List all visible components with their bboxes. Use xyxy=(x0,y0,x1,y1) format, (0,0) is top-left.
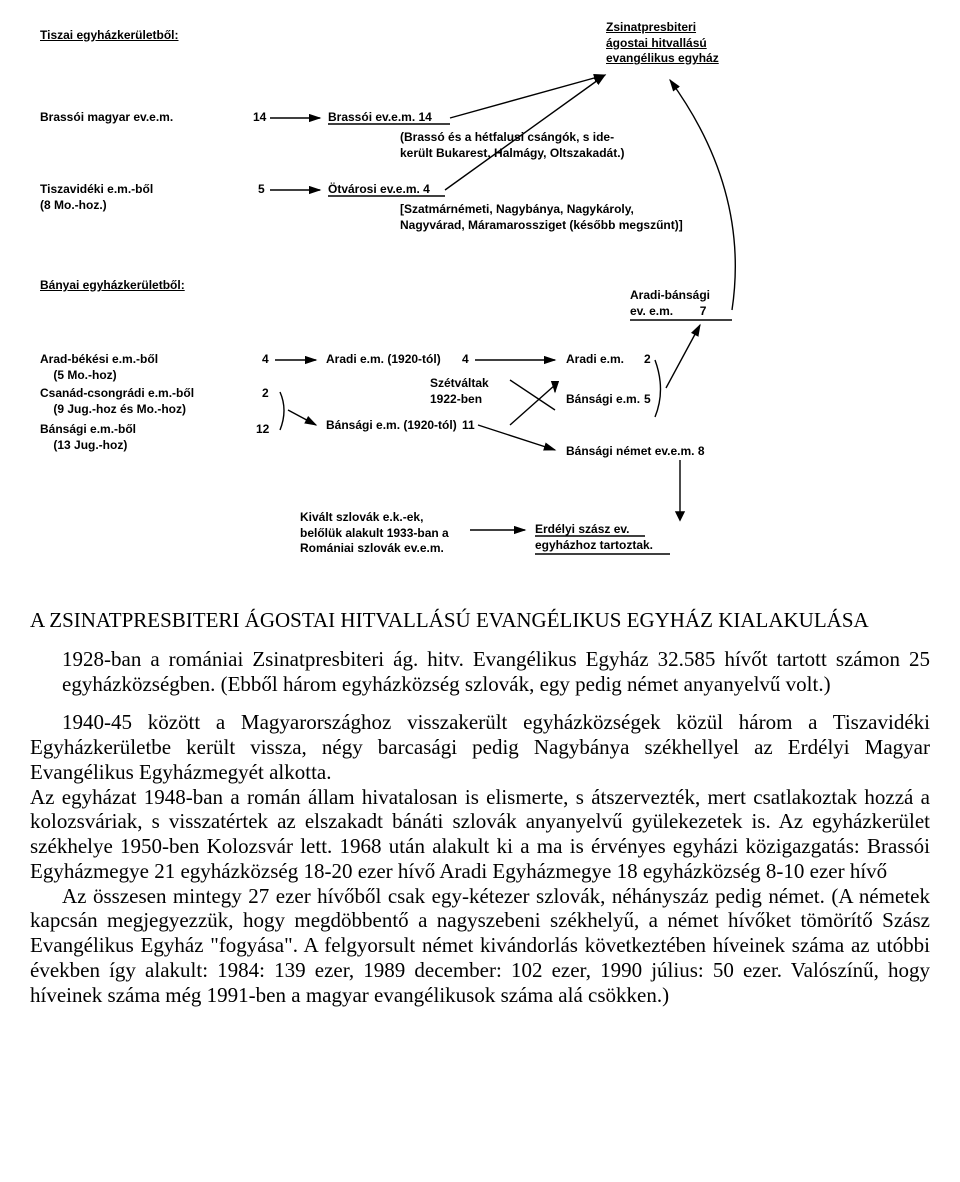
article-p2: Az egyházat 1948-ban a román állam hivat… xyxy=(30,785,930,884)
row-bansagi-right: Bánsági e.m. xyxy=(566,392,640,408)
row-brassoi-note: (Brassó és a hétfalusi csángók, s ide- k… xyxy=(400,130,625,161)
row-tiszavideki-left: Tiszavidéki e.m.-ből (8 Mo.-hoz.) xyxy=(40,182,153,213)
article-body: A ZSINATPRESBITERI ÁGOSTAI HITVALLÁSÚ EV… xyxy=(30,608,930,1007)
row-bansagi-mid: Bánsági e.m. (1920-tól) xyxy=(326,418,457,434)
article-p1: 1940-45 között a Magyarországhoz visszak… xyxy=(30,710,930,784)
row-arad-bekesi: Arad-békési e.m.-ből (5 Mo.-hoz) xyxy=(40,352,158,383)
row-brassoi-num: 14 xyxy=(253,110,266,126)
header-banyai: Bányai egyházkerületből: xyxy=(40,278,185,294)
article-title: A ZSINATPRESBITERI ÁGOSTAI HITVALLÁSÚ EV… xyxy=(30,608,930,633)
row-csanad: Csanád-csongrádi e.m.-ből (9 Jug.-hoz és… xyxy=(40,386,194,417)
row-bansagi-mid-num: 11 xyxy=(462,418,475,434)
row-arad-bekesi-num: 4 xyxy=(262,352,269,368)
article-intro: 1928-ban a romániai Zsinatpresbiteri ág.… xyxy=(62,647,930,697)
row-brassoi-mid: Brassói ev.e.m. 14 xyxy=(328,110,432,126)
page: Tiszai egyházkerületből: Zsinatpresbiter… xyxy=(0,0,960,1027)
row-otvarosi: Ötvárosi ev.e.m. 4 xyxy=(328,182,430,198)
row-bansagi-right-num: 5 xyxy=(644,392,651,408)
row-csanad-num: 2 xyxy=(262,386,269,402)
row-aradi-right-num: 2 xyxy=(644,352,651,368)
row-erdelyi: Erdélyi szász ev. egyházhoz tartoztak. xyxy=(535,522,653,553)
row-bansagi-nemet: Bánsági német ev.e.m. 8 xyxy=(566,444,705,460)
diagram-connector-lines xyxy=(30,20,930,590)
header-tiszai: Tiszai egyházkerületből: xyxy=(40,28,179,44)
row-bansagi-left: Bánsági e.m.-ből (13 Jug.-hoz) xyxy=(40,422,136,453)
row-tiszavideki-num: 5 xyxy=(258,182,265,198)
row-otvarosi-note: [Szatmárnémeti, Nagybánya, Nagykároly, N… xyxy=(400,202,683,233)
row-brassoi-left: Brassói magyar ev.e.m. xyxy=(40,110,173,126)
row-aradi-mid: Aradi e.m. (1920-tól) xyxy=(326,352,441,368)
article-p3: Az összesen mintegy 27 ezer hívőből csak… xyxy=(30,884,930,1008)
row-szlovak-note: Kivált szlovák e.k.-ek, belőlük alakult … xyxy=(300,510,449,557)
row-szetvaltak: Szétváltak 1922-ben xyxy=(430,376,489,407)
diagram-flowchart: Tiszai egyházkerületből: Zsinatpresbiter… xyxy=(30,20,930,590)
row-aradi-mid-num: 4 xyxy=(462,352,469,368)
row-aradi-right: Aradi e.m. xyxy=(566,352,624,368)
header-zsinat: Zsinatpresbiteri ágostai hitvallású evan… xyxy=(606,20,719,67)
header-aradi-bansagi: Aradi-bánsági ev. e.m. 7 xyxy=(630,288,710,319)
row-bansagi-left-num: 12 xyxy=(256,422,269,438)
